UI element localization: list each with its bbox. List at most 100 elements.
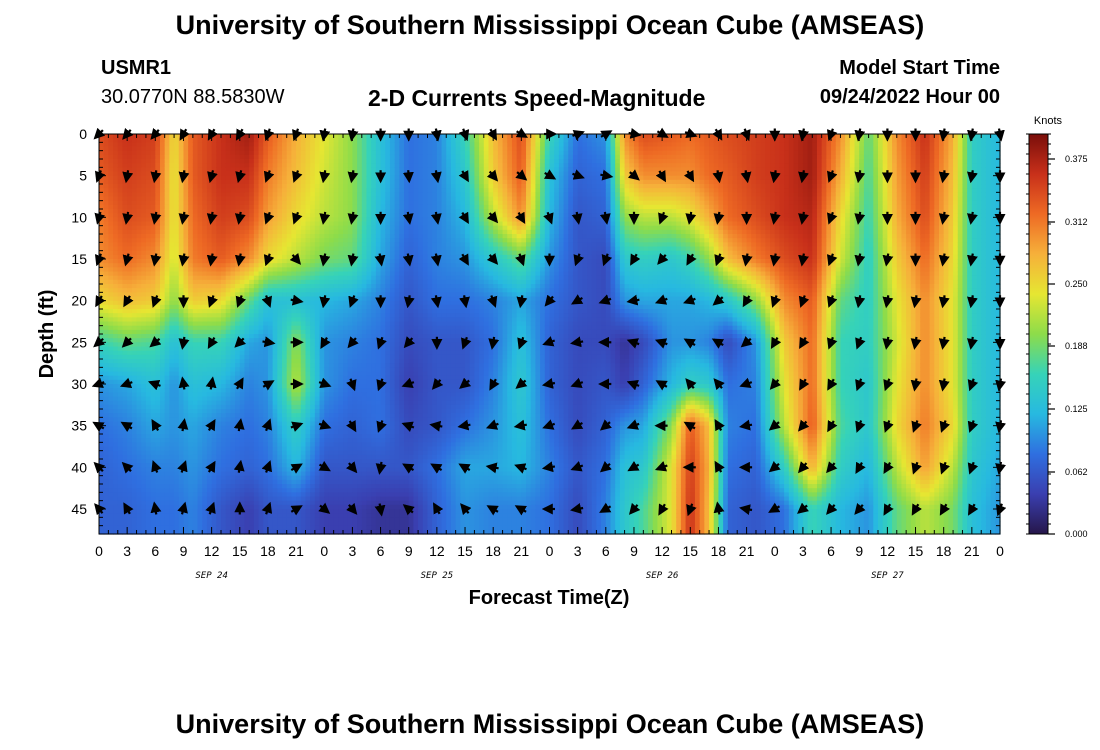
current-vector-arrow <box>517 336 528 350</box>
current-vector-arrow <box>939 461 951 475</box>
current-vector-arrow <box>513 419 527 431</box>
current-vector-arrow <box>770 295 782 308</box>
colorbar-tick-label: 0.000 <box>1065 529 1088 539</box>
current-vector-arrow <box>319 295 331 309</box>
current-vector-arrow <box>458 253 469 266</box>
current-vector-arrow <box>122 211 134 225</box>
current-vector-arrow <box>430 170 442 184</box>
current-vector-arrow <box>570 503 584 514</box>
current-vector-arrow <box>290 421 304 432</box>
current-vector-arrow <box>206 253 218 267</box>
current-vector-arrow <box>685 378 697 391</box>
current-vector-arrow <box>346 502 358 515</box>
current-vector-arrow <box>712 170 724 184</box>
current-vector-arrow <box>911 420 922 433</box>
current-vector-arrow <box>798 170 809 184</box>
current-vector-arrow <box>683 170 695 183</box>
current-vector-arrow <box>654 338 668 349</box>
x-tick-label: 21 <box>964 543 980 559</box>
current-vector-arrow <box>826 336 838 350</box>
current-vector-arrow <box>514 463 527 474</box>
current-vector-arrow <box>515 377 528 389</box>
current-vector-arrow <box>235 170 246 184</box>
y-tick-label: 20 <box>71 293 87 309</box>
current-vector-arrow <box>938 336 950 350</box>
colorbar-unit: Knots <box>1034 115 1063 127</box>
current-vector-arrow <box>150 501 162 515</box>
current-vector-arrow <box>713 378 725 391</box>
current-vector-arrow <box>799 336 810 350</box>
current-vector-arrow <box>290 294 304 306</box>
current-vector-arrow <box>570 294 584 305</box>
current-vector-arrow <box>123 502 134 515</box>
current-vector-arrow <box>319 170 331 184</box>
current-vector-arrow <box>319 211 331 225</box>
current-vector-arrow <box>346 378 357 392</box>
current-vector-arrow <box>401 377 415 389</box>
current-vector-arrow <box>855 461 866 475</box>
current-vector-arrow <box>910 336 922 350</box>
current-vector-arrow <box>826 502 838 515</box>
current-vector-arrow <box>739 419 753 431</box>
current-vector-arrow <box>149 336 162 348</box>
current-vector-arrow <box>234 211 246 225</box>
current-vector-arrow <box>599 211 611 225</box>
x-tick-label: 12 <box>880 543 896 559</box>
current-vector-arrow <box>375 461 387 475</box>
current-vector-arrow <box>515 169 528 181</box>
current-vector-arrow <box>967 170 978 184</box>
current-vector-arrow <box>346 461 358 474</box>
station-coordinates: 30.0770N 88.5830W <box>101 86 285 108</box>
axes: 0 3 6 9 12 15 18 21 0 3 6 9 12 15 18 21 0 3 6 9 12 15 18 21 0 3 6 9… <box>71 126 1004 581</box>
current-vector-arrow <box>263 211 275 225</box>
x-tick-label: 9 <box>855 543 863 559</box>
current-vector-arrow <box>627 169 640 181</box>
current-vector-arrow <box>658 503 669 516</box>
current-vector-arrow <box>769 377 782 390</box>
current-vector-arrow <box>347 336 359 349</box>
current-vector-arrow <box>263 253 275 267</box>
current-vector-arrow <box>290 505 303 516</box>
x-tick-label: 12 <box>654 543 670 559</box>
current-vector-arrow <box>233 377 244 390</box>
current-vector-arrow <box>318 502 331 514</box>
current-vector-arrow <box>826 170 838 183</box>
x-tick-label: 6 <box>151 543 159 559</box>
current-vector-arrow <box>318 377 332 389</box>
y-tick-label: 25 <box>71 334 87 350</box>
current-vector-arrow <box>714 253 725 267</box>
current-vector-arrow <box>151 460 162 473</box>
x-tick-label: 9 <box>630 543 638 559</box>
current-vector-arrow <box>178 376 190 390</box>
current-vectors <box>91 127 1007 517</box>
current-vector-arrow <box>826 295 838 308</box>
current-vector-arrow <box>430 463 443 474</box>
current-vector-arrow <box>121 336 134 348</box>
current-vector-arrow <box>967 336 978 350</box>
current-vector-arrow <box>683 294 696 305</box>
colorbar-tick-label: 0.375 <box>1065 154 1088 164</box>
current-vector-arrow <box>573 253 584 267</box>
current-vector-arrow <box>261 418 273 432</box>
current-vector-arrow <box>542 336 556 347</box>
current-vector-arrow <box>938 378 950 392</box>
current-vector-arrow <box>882 336 894 350</box>
current-vector-arrow <box>458 211 469 225</box>
x-tick-label: 18 <box>711 543 727 559</box>
current-vector-arrow <box>855 420 866 433</box>
current-vector-arrow <box>798 295 810 308</box>
current-vector-arrow <box>714 418 725 432</box>
current-vector-arrow <box>319 253 331 267</box>
x-tick-label: 6 <box>827 543 835 559</box>
current-vector-arrow <box>205 501 216 515</box>
current-vector-arrow <box>459 295 470 309</box>
plot-subtitle: 2-D Currents Speed-Magnitude <box>368 85 706 111</box>
current-vector-arrow <box>261 501 273 515</box>
current-vector-arrow <box>797 502 809 514</box>
current-vector-arrow <box>799 378 810 391</box>
current-vector-arrow <box>826 253 838 267</box>
current-vector-arrow <box>686 253 697 266</box>
current-vector-arrow <box>628 502 641 515</box>
current-vector-arrow <box>514 211 526 225</box>
